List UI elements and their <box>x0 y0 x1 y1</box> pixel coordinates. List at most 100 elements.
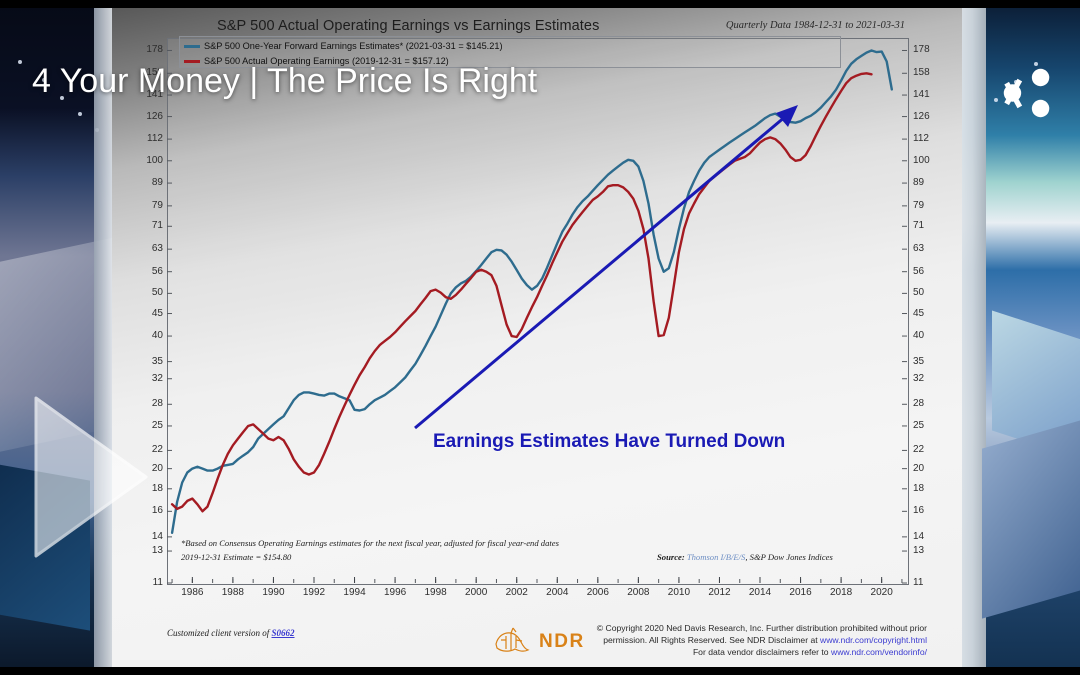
chart-plot-frame <box>167 38 909 585</box>
y-axis-tick-label-right: 126 <box>913 110 930 122</box>
customized-version-text: Customized client version of <box>167 628 272 638</box>
y-axis-tick-label: 100 <box>146 154 163 166</box>
chart-title: S&P 500 Actual Operating Earnings vs Ear… <box>217 18 600 34</box>
ndr-bull-icon <box>495 627 530 652</box>
y-axis-tick-label-right: 71 <box>913 220 925 232</box>
y-axis-tick-label: 18 <box>151 482 163 494</box>
copyright-link-1[interactable]: www.ndr.com/copyright.html <box>820 635 927 645</box>
backdrop-right <box>962 0 1080 675</box>
x-axis-tick-label: 2018 <box>829 587 853 598</box>
copyright-link-2[interactable]: www.ndr.com/vendorinfo/ <box>830 647 927 657</box>
video-title: 4 Your Money | The Price Is Right <box>32 62 538 100</box>
customized-version-note: Customized client version of S0662 <box>167 628 295 638</box>
y-axis-tick-label: 14 <box>151 530 163 542</box>
y-axis-tick-label-right: 100 <box>913 154 930 166</box>
y-axis-tick-label: 25 <box>151 419 163 431</box>
y-axis-tick-label: 16 <box>151 505 163 517</box>
x-axis-tick-label: 1986 <box>181 587 204 598</box>
chart-date-range: Quarterly Data 1984-12-31 to 2021-03-31 <box>725 20 905 31</box>
y-axis-tick-label: 71 <box>151 220 163 232</box>
x-axis-tick-label: 1988 <box>221 587 244 598</box>
legend-label-estimates: S&P 500 One-Year Forward Earnings Estima… <box>204 41 503 51</box>
y-axis-tick-label-right: 89 <box>913 177 925 189</box>
y-axis-tick-label-right: 79 <box>913 199 925 211</box>
x-axis-tick-label: 2020 <box>870 587 893 598</box>
ndr-logo: NDR <box>492 626 585 658</box>
x-axis-tick-label: 2010 <box>667 587 691 598</box>
y-axis-tick-label-right: 13 <box>913 545 925 557</box>
x-axis-tick-label: 1990 <box>262 587 285 598</box>
y-axis-tick-label: 79 <box>151 199 163 211</box>
y-axis-tick-label: 50 <box>151 287 163 299</box>
x-axis-tick-label: 2002 <box>505 587 528 598</box>
x-axis-tick-label: 2008 <box>627 587 650 598</box>
x-axis-tick-label: 2012 <box>708 587 731 598</box>
letterbox-bottom <box>0 667 1080 675</box>
y-axis-tick-label-right: 35 <box>913 355 925 367</box>
copyright-line-3: For data vendor disclaimers refer to <box>692 647 831 657</box>
x-axis-tick-label: 1994 <box>343 587 366 598</box>
y-axis-tick-label-right: 141 <box>913 89 930 101</box>
y-axis-tick-label-right: 32 <box>913 372 925 384</box>
copyright-line-2: permission. All Rights Reserved. See NDR… <box>603 635 821 645</box>
y-axis-tick-label: 89 <box>151 177 163 189</box>
copyright-line-1: © Copyright 2020 Ned Davis Research, Inc… <box>596 623 927 633</box>
y-axis-tick-label: 40 <box>151 330 163 342</box>
y-axis-tick-label: 141 <box>146 89 163 101</box>
y-axis-tick-label-right: 112 <box>913 133 929 145</box>
y-axis-tick-label-right: 18 <box>913 482 925 494</box>
y-axis-tick-label-right: 22 <box>913 444 925 456</box>
y-axis-tick-label: 20 <box>151 462 163 474</box>
y-axis-tick-label-right: 28 <box>913 398 925 410</box>
play-button[interactable] <box>28 392 148 562</box>
y-axis-tick-label: 178 <box>146 44 163 56</box>
y-axis-tick-label: 11 <box>152 577 163 588</box>
y-axis-tick-label-right: 16 <box>913 505 925 517</box>
ndr-chart: S&P 500 Actual Operating Earnings vs Ear… <box>137 16 937 657</box>
ndr-copyright: © Copyright 2020 Ned Davis Research, Inc… <box>507 622 927 658</box>
y-axis-tick-label-right: 45 <box>913 307 925 319</box>
y-axis-tick-label: 158 <box>146 67 163 79</box>
y-axis-tick-label-right: 63 <box>913 243 925 255</box>
letterbox-top <box>0 0 1080 8</box>
x-axis-tick-label: 1996 <box>383 587 407 598</box>
y-axis-tick-label: 35 <box>151 355 163 367</box>
x-axis-tick-label: 2004 <box>546 587 569 598</box>
play-icon <box>34 396 148 558</box>
y-axis-tick-label-right: 40 <box>913 330 925 342</box>
y-axis-tick-label: 32 <box>151 372 163 384</box>
share-button[interactable] <box>996 62 1058 124</box>
backdrop-left <box>0 0 112 675</box>
y-axis-tick-label: 45 <box>151 307 163 319</box>
y-axis-tick-label: 126 <box>146 110 163 122</box>
footnote-2: 2019-12-31 Estimate = $154.80 <box>181 552 292 562</box>
chart-slide: S&P 500 Actual Operating Earnings vs Ear… <box>112 8 962 667</box>
x-axis-tick-label: 1998 <box>424 587 447 598</box>
y-axis-tick-label-right: 56 <box>913 265 925 277</box>
y-axis-tick-label-right: 25 <box>913 419 925 431</box>
x-axis-tick-label: 2006 <box>586 587 609 598</box>
y-axis-tick-label-right: 11 <box>913 577 924 588</box>
source-link[interactable]: Thomson I/B/E/S <box>686 552 746 562</box>
source-note: Source: Thomson I/B/E/S, S&P Dow Jones I… <box>657 552 833 562</box>
footnote-1: *Based on Consensus Operating Earnings e… <box>181 538 559 548</box>
customized-version-link[interactable]: S0662 <box>271 628 295 638</box>
y-axis-tick-label: 63 <box>151 243 163 255</box>
source-rest: , S&P Dow Jones Indices <box>745 552 833 562</box>
x-axis-tick-label: 2000 <box>465 587 488 598</box>
y-axis-tick-label-right: 14 <box>913 530 925 542</box>
ndr-wordmark: NDR <box>539 631 585 652</box>
y-axis-tick-label: 13 <box>151 545 163 557</box>
x-axis-tick-label: 2016 <box>789 587 812 598</box>
legend-swatch-estimates <box>184 44 200 48</box>
y-axis-tick-label-right: 158 <box>913 67 930 79</box>
chart-annotation: Earnings Estimates Have Turned Down <box>433 431 786 452</box>
y-axis-tick-label-right: 20 <box>913 462 925 474</box>
source-label: Source: <box>657 552 685 562</box>
share-icon <box>1003 68 1050 118</box>
y-axis-tick-label: 22 <box>151 444 163 456</box>
x-axis-tick-label: 2014 <box>748 587 772 598</box>
y-axis-tick-label: 28 <box>151 398 163 410</box>
y-axis-tick-label-right: 178 <box>913 44 930 56</box>
